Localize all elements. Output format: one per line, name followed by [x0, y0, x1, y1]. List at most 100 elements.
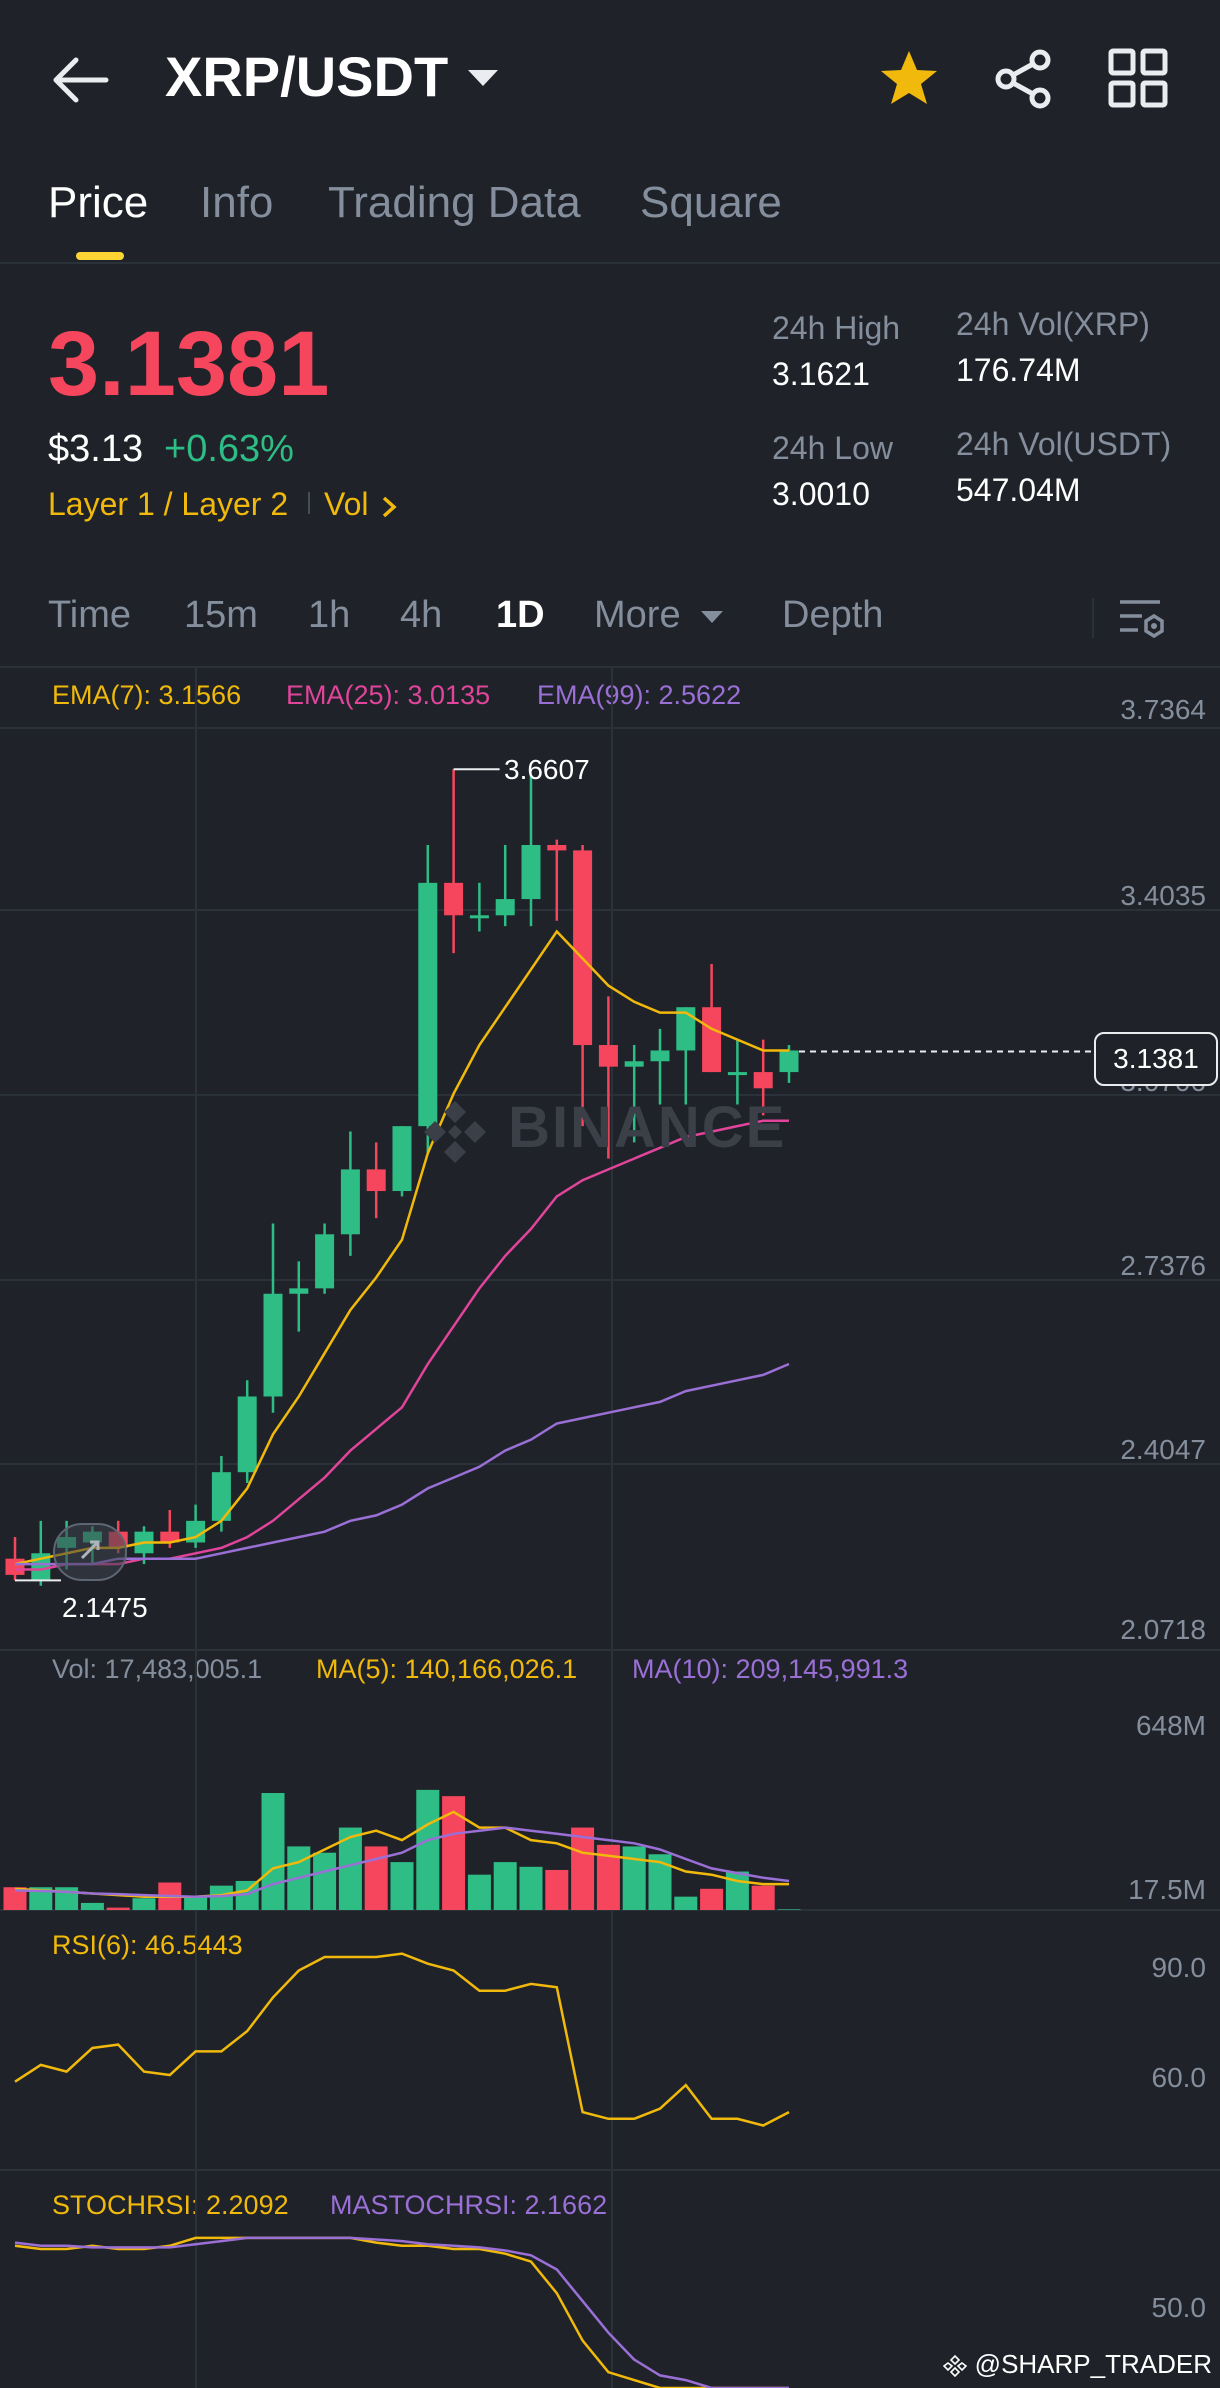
high-label: 24h High [772, 310, 901, 346]
top-bar: XRP/USDT [0, 0, 1220, 160]
volume-bar [596, 1844, 620, 1910]
mastochrsi-line [14, 2236, 789, 2388]
price-tick: 2.0718 [1120, 1614, 1206, 1645]
chart-settings-icon[interactable] [1116, 594, 1168, 642]
tab-trading-data[interactable]: Trading Data [328, 178, 581, 227]
vol-xrp-label: 24h Vol(XRP) [956, 306, 1150, 342]
tf-15m[interactable]: 15m [184, 594, 258, 636]
star-icon[interactable] [878, 48, 940, 108]
arrow-left-icon[interactable] [50, 56, 110, 104]
tab-price[interactable]: Price [48, 178, 149, 227]
ma10-line [14, 1826, 790, 1898]
candle-body [469, 915, 489, 919]
volume-bar [209, 1885, 233, 1910]
vol-link[interactable]: Vol [324, 486, 397, 523]
volume-bar [751, 1885, 775, 1910]
candle-body [211, 1472, 231, 1521]
rsi-legend: RSI(6): 46.5443 [52, 1930, 243, 1960]
volume-bar [132, 1898, 156, 1910]
vol-usdt-label: 24h Vol(USDT) [956, 426, 1172, 462]
candle-body [289, 1288, 309, 1294]
ema99-legend: EMA(99): 2.5622 [537, 680, 742, 710]
watermark-text: BINANCE [508, 1095, 787, 1160]
price-tick: 2.4047 [1120, 1434, 1206, 1465]
caret-down-icon[interactable] [466, 68, 500, 88]
tf-time[interactable]: Time [48, 594, 132, 636]
candle-body [624, 1061, 644, 1067]
volume-bar [674, 1896, 698, 1910]
volume-bar [313, 1852, 337, 1910]
candle-body [160, 1531, 180, 1543]
tf-divider [1092, 598, 1094, 638]
low-label: 24h Low [772, 430, 893, 466]
vol-link-label: Vol [324, 486, 369, 522]
volume-bar [106, 1907, 130, 1910]
candle-body [366, 1169, 386, 1192]
chart-top-divider [0, 666, 1220, 668]
credit-watermark: @SHARP_TRADER [943, 2349, 1212, 2380]
usd-price: $3.13 [48, 428, 144, 470]
volume-bar [442, 1796, 466, 1910]
expand-icon[interactable] [52, 1522, 128, 1582]
tf-depth[interactable]: Depth [782, 594, 884, 636]
vol-tick: 17.5M [1128, 1874, 1206, 1905]
candle-body [676, 1007, 696, 1051]
tf-1d[interactable]: 1D [496, 594, 545, 636]
vol-legend: Vol: 17,483,005.1 [52, 1654, 263, 1684]
vol-xrp-value: 176.74M [956, 352, 1081, 388]
vol-usdt-value: 547.04M [956, 472, 1081, 508]
volume-bar [725, 1871, 749, 1910]
volume-bar [467, 1874, 491, 1910]
candle-body [315, 1234, 335, 1289]
category-tag[interactable]: Layer 1 / Layer 2 [48, 486, 289, 522]
binance-logo-icon [943, 2354, 968, 2378]
volume-bar [235, 1880, 259, 1910]
volume-bar [338, 1827, 362, 1910]
price-tick: 3.4035 [1120, 880, 1206, 911]
volume-bar [416, 1789, 440, 1910]
mastochrsi-legend: MASTOCHRSI: 2.1662 [330, 2190, 608, 2220]
tab-info[interactable]: Info [200, 178, 274, 227]
candle-body [521, 845, 541, 900]
binance-watermark: BINANCE [420, 1094, 786, 1167]
tf-more[interactable]: More [594, 594, 725, 637]
active-tab-indicator [76, 252, 124, 260]
tab-square[interactable]: Square [640, 178, 782, 227]
volume-bar [3, 1887, 27, 1910]
low-price-label: 2.1475 [62, 1592, 148, 1623]
ema7-line [14, 929, 789, 1566]
ema99-line [15, 1362, 790, 1566]
volume-bar [777, 1909, 801, 1910]
last-price: 3.1381 [48, 313, 330, 415]
candle-body [444, 882, 464, 916]
volume-bar [571, 1827, 595, 1910]
candle-body [5, 1558, 25, 1575]
candle-body [418, 882, 438, 1127]
volume-bar [364, 1846, 388, 1910]
candle-body [340, 1169, 360, 1235]
candle-body [547, 845, 567, 851]
volume-bar [545, 1869, 569, 1910]
price-change: +0.63% [164, 428, 294, 470]
volume-bar [390, 1862, 414, 1910]
caret-down-icon [701, 610, 724, 623]
current-price-badge: 3.1381 [1094, 1032, 1218, 1086]
pair-title[interactable]: XRP/USDT [165, 45, 449, 108]
candle-body [753, 1072, 773, 1089]
volume-bar [80, 1902, 104, 1910]
grid-icon[interactable] [1108, 48, 1168, 108]
rsi-tick: 60.0 [1151, 2062, 1207, 2093]
candle-body [573, 850, 593, 1046]
ma10-legend: MA(10): 209,145,991.3 [632, 1654, 909, 1684]
candle-body [237, 1396, 257, 1473]
chevron-right-icon [383, 496, 397, 517]
tf-4h[interactable]: 4h [400, 594, 443, 636]
tf-1h[interactable]: 1h [308, 594, 351, 636]
price-tick: 3.7364 [1120, 694, 1206, 725]
volume-bar [622, 1846, 646, 1910]
volume-bar [648, 1854, 672, 1910]
stochrsi-legend: STOCHRSI: 2.2092 [52, 2190, 289, 2220]
ema7-legend: EMA(7): 3.1566 [52, 680, 242, 710]
share-icon[interactable] [992, 48, 1054, 110]
